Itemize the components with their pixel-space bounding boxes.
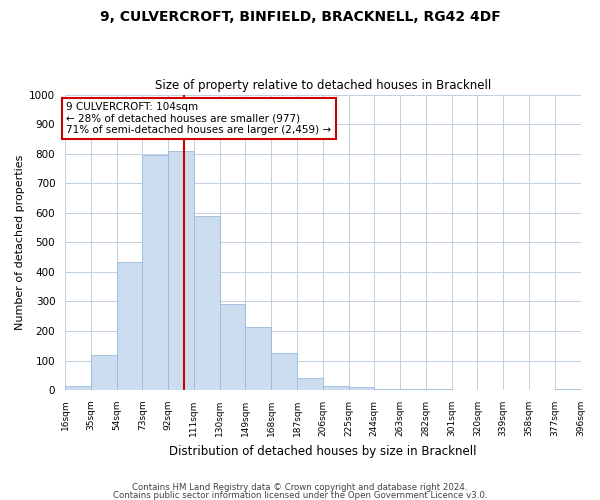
Bar bbox=[116, 262, 142, 390]
Y-axis label: Number of detached properties: Number of detached properties bbox=[15, 154, 25, 330]
Text: 9, CULVERCROFT, BINFIELD, BRACKNELL, RG42 4DF: 9, CULVERCROFT, BINFIELD, BRACKNELL, RG4… bbox=[100, 10, 500, 24]
Bar bbox=[349, 387, 374, 390]
Bar bbox=[65, 386, 91, 390]
X-axis label: Distribution of detached houses by size in Bracknell: Distribution of detached houses by size … bbox=[169, 444, 476, 458]
Bar bbox=[323, 386, 349, 390]
Title: Size of property relative to detached houses in Bracknell: Size of property relative to detached ho… bbox=[155, 79, 491, 92]
Bar bbox=[168, 150, 194, 390]
Bar bbox=[555, 388, 581, 390]
Bar bbox=[91, 354, 116, 390]
Bar bbox=[142, 155, 168, 390]
Bar bbox=[374, 388, 400, 390]
Bar bbox=[220, 304, 245, 390]
Text: 9 CULVERCROFT: 104sqm
← 28% of detached houses are smaller (977)
71% of semi-det: 9 CULVERCROFT: 104sqm ← 28% of detached … bbox=[67, 102, 331, 135]
Bar bbox=[245, 326, 271, 390]
Bar bbox=[194, 216, 220, 390]
Text: Contains HM Land Registry data © Crown copyright and database right 2024.: Contains HM Land Registry data © Crown c… bbox=[132, 484, 468, 492]
Text: Contains public sector information licensed under the Open Government Licence v3: Contains public sector information licen… bbox=[113, 490, 487, 500]
Bar bbox=[297, 378, 323, 390]
Bar bbox=[271, 353, 297, 390]
Bar bbox=[400, 389, 426, 390]
